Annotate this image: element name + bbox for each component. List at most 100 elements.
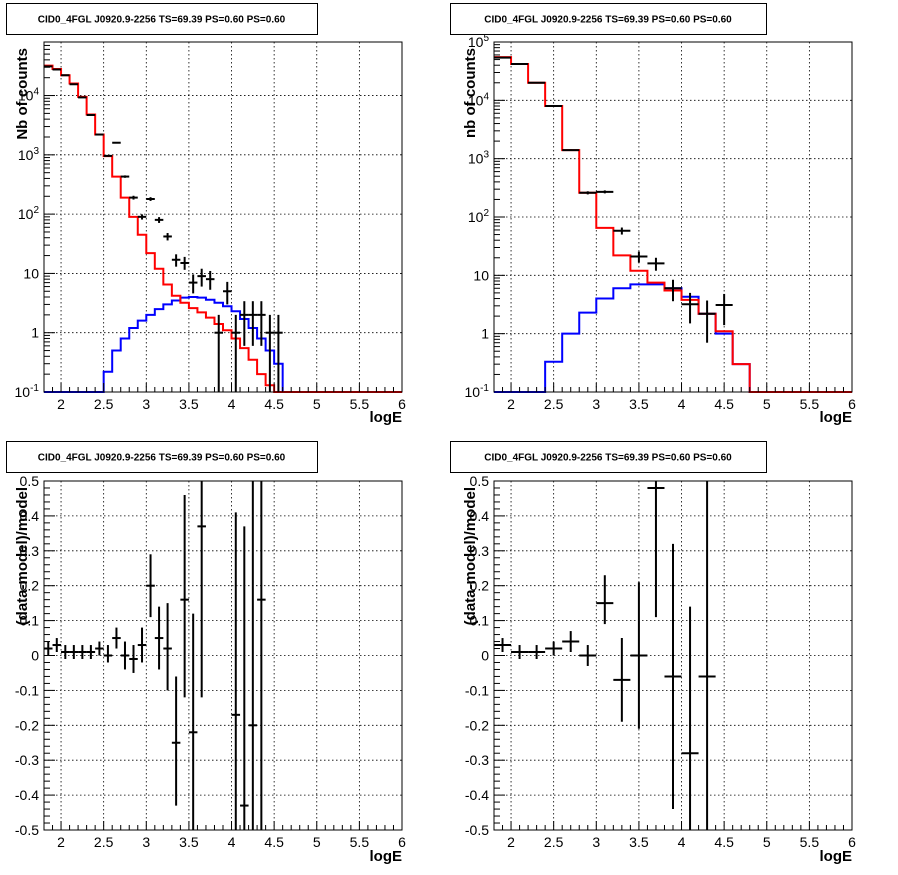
data-point [171, 676, 181, 806]
data-point [52, 638, 62, 653]
data-point [528, 645, 546, 659]
y-tick-label: 0.1 [470, 613, 490, 629]
x-tick-label: 6 [848, 396, 856, 412]
data-point [231, 314, 241, 392]
data-point [681, 292, 699, 324]
data-point [681, 606, 699, 830]
x-tick-label: 5 [763, 396, 771, 412]
x-tick-label: 5.5 [800, 396, 820, 412]
data-point [647, 481, 665, 618]
y-axis-title: nb of counts [462, 48, 479, 138]
data-point [78, 96, 87, 99]
x-tick-label: 3 [592, 834, 600, 850]
data-point [562, 149, 580, 152]
y-tick-label: 102 [468, 208, 490, 225]
data-point [240, 301, 249, 346]
x-tick-label: 2 [57, 396, 65, 412]
y-tick-label: -0.4 [465, 787, 489, 803]
y-tick-label: -0.2 [15, 717, 39, 733]
x-tick-label: 5 [313, 834, 321, 850]
chart-residuals-right: CID0_4FGL J0920.9-2256 TS=69.39 PS=0.60 … [450, 441, 856, 865]
title-box [450, 441, 767, 473]
data-point [274, 314, 283, 392]
x-tick-label: 3.5 [629, 396, 649, 412]
y-tick-label: 0.5 [20, 473, 40, 489]
x-tick-label: 3 [142, 834, 150, 850]
data-point [630, 251, 648, 263]
x-tick-label: 4.5 [264, 834, 284, 850]
y-axis-title: Nb of counts [14, 48, 31, 140]
title-box [6, 441, 318, 473]
y-tick-label: 0.2 [20, 578, 40, 594]
x-tick-label: 2 [57, 834, 65, 850]
data-point [154, 606, 164, 670]
data-point [248, 481, 258, 830]
data-point [171, 254, 181, 267]
x-tick-label: 3 [592, 396, 600, 412]
x-tick-label: 4.5 [264, 396, 284, 412]
data-point [95, 641, 104, 656]
data-point [579, 645, 597, 666]
data-point [163, 233, 172, 241]
data-point [596, 190, 614, 194]
data-point [103, 645, 113, 663]
y-tick-label: 10 [473, 267, 489, 283]
data-point [613, 638, 631, 722]
y-tick-label: 103 [18, 146, 40, 163]
data-point [69, 645, 79, 659]
data-point [112, 627, 121, 649]
x-tick-label: 4.5 [714, 396, 734, 412]
data-point [257, 301, 266, 346]
y-tick-label: 10 [23, 265, 39, 281]
chart-title: CID0_4FGL J0920.9-2256 TS=69.39 PS=0.60 … [38, 15, 286, 26]
data-point [596, 575, 614, 625]
data-point [103, 154, 113, 157]
x-tick-label: 3.5 [179, 396, 199, 412]
y-tick-label: 0.5 [470, 473, 490, 489]
y-tick-label: 104 [468, 91, 490, 108]
data-point [664, 279, 682, 302]
y-tick-label: -0.3 [15, 752, 39, 768]
x-tick-label: 5 [313, 396, 321, 412]
x-tick-label: 4 [228, 396, 236, 412]
x-tick-label: 4 [678, 396, 686, 412]
x-tick-label: 6 [398, 834, 406, 850]
data-point [78, 645, 87, 659]
data-point [129, 645, 138, 673]
data-point [44, 65, 53, 68]
data-point [120, 641, 130, 670]
chart-title: CID0_4FGL J0920.9-2256 TS=69.39 PS=0.60 … [484, 15, 732, 26]
data-point [188, 274, 198, 294]
y-tick-label: 102 [18, 205, 40, 222]
y-tick-label: -0.1 [465, 682, 489, 698]
y-tick-label: 0.4 [470, 508, 490, 524]
y-tick-label: 1 [481, 326, 489, 342]
x-tick-label: 4.5 [714, 834, 734, 850]
data-point [197, 481, 206, 698]
y-tick-label: 0.3 [20, 543, 40, 559]
y-tick-label: 0 [481, 648, 489, 664]
data-point [545, 641, 563, 656]
data-point [494, 638, 512, 653]
data-point [120, 175, 130, 178]
data-point [197, 268, 206, 287]
data-point [248, 301, 258, 346]
data-point [61, 74, 70, 77]
title-box [450, 3, 767, 35]
data-point [613, 227, 631, 235]
x-tick-label: 5.5 [800, 834, 820, 850]
x-tick-label: 3 [142, 396, 150, 412]
data-point [137, 627, 147, 663]
total-model-histogram [494, 56, 852, 393]
x-axis-title: logE [820, 409, 853, 426]
data-point [112, 141, 121, 144]
chart-residuals-left: CID0_4FGL J0920.9-2256 TS=69.39 PS=0.60 … [6, 441, 406, 865]
data-point [205, 270, 215, 290]
x-tick-label: 6 [848, 834, 856, 850]
data-point [257, 481, 266, 830]
data-point [146, 554, 155, 618]
chart-counts-right: CID0_4FGL J0920.9-2256 TS=69.39 PS=0.60 … [450, 3, 856, 426]
data-point [265, 314, 275, 392]
y-tick-label: 10-1 [465, 383, 490, 400]
